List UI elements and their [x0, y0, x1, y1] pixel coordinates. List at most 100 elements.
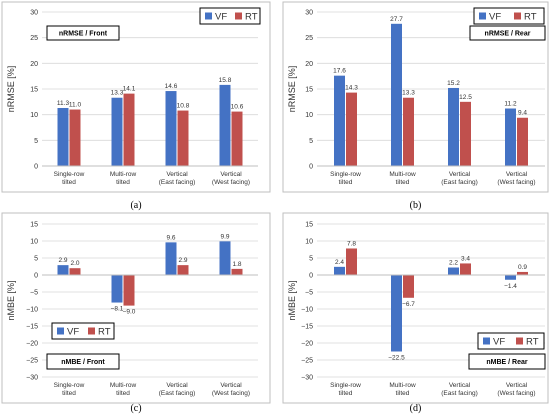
bar-rt: [231, 111, 243, 166]
panel-tag-box: [468, 353, 546, 370]
bar-rt: [403, 97, 414, 166]
category-label: Single-row: [54, 171, 85, 178]
category-label: tilted: [62, 390, 76, 397]
data-label: 15.2: [447, 80, 460, 87]
y-tick-label: 20: [30, 61, 38, 68]
data-label: 2.9: [58, 257, 67, 264]
y-tick-label: 0: [34, 273, 38, 280]
bar-rt: [231, 268, 243, 275]
y-tick-label: 15: [30, 222, 38, 229]
panel-tag: nRMSE / Rear: [485, 31, 531, 38]
legend-swatch-rt: [514, 12, 521, 20]
bar-vf: [391, 275, 402, 352]
y-tick-label: −20: [26, 341, 38, 348]
data-label: 11.0: [69, 102, 82, 109]
data-label: −22.5: [388, 355, 405, 362]
category-label: Multi-row: [110, 171, 137, 178]
panel-letter: (b): [410, 200, 422, 211]
y-tick-label: −10: [26, 307, 38, 314]
panel-letter: (d): [410, 403, 422, 414]
category-label: Multi-row: [110, 382, 137, 389]
bar-rt: [69, 109, 81, 166]
bar-rt: [177, 265, 189, 275]
category-label: tilted: [62, 179, 76, 186]
y-tick-label: −25: [26, 358, 38, 365]
y-tick-label: 15: [305, 222, 313, 229]
data-label: 27.7: [390, 16, 403, 23]
category-label: (East facing): [441, 390, 478, 397]
category-label: Multi-row: [389, 171, 416, 178]
panel-tag-box: [469, 25, 546, 41]
data-label: 10.6: [231, 104, 244, 111]
data-label: 17.6: [333, 68, 346, 75]
bar-vf: [505, 108, 516, 166]
data-label: 14.6: [165, 83, 178, 90]
y-tick-label: −15: [301, 324, 313, 331]
legend-label-vf: VF: [493, 337, 505, 348]
bar-rt: [517, 271, 528, 275]
legend: VF RT: [199, 7, 261, 25]
category-label: Single-row: [330, 382, 361, 389]
y-tick-label: −20: [301, 341, 313, 348]
y-axis-label: nRMSE [%]: [6, 66, 16, 113]
data-label: 1.8: [232, 261, 241, 268]
category-label: Single-row: [54, 382, 85, 389]
legend-box: [473, 7, 545, 25]
panel-letter: (c): [130, 403, 141, 414]
bar-rt: [346, 248, 357, 275]
bar-rt: [123, 275, 135, 306]
y-tick-label: −10: [301, 307, 313, 314]
bar-rt: [460, 263, 471, 275]
y-tick-label: −5: [305, 290, 313, 297]
data-label: −1.4: [504, 283, 517, 290]
y-tick-label: 20: [305, 61, 313, 68]
y-tick-label: 10: [305, 112, 313, 119]
category-label: tilted: [396, 179, 410, 186]
bar-vf: [165, 242, 177, 275]
bar-vf: [219, 84, 231, 166]
data-label: 3.4: [461, 255, 470, 262]
category-label: tilted: [339, 179, 353, 186]
category-label: (West facing): [497, 179, 535, 186]
category-label: Vertical: [166, 382, 188, 389]
category-label: tilted: [396, 390, 410, 397]
bar-vf: [391, 23, 402, 166]
y-tick-label: 0: [309, 164, 313, 171]
legend-box: [199, 7, 261, 25]
chart-panel-3: −30 −25 −20 −15 −10 −5 0 5 10 15 nMBE [%] 2.9 −8.1 9.…: [1, 212, 271, 414]
legend-box: [51, 322, 115, 340]
data-label: 2.0: [70, 260, 79, 267]
bar-rt: [517, 117, 528, 166]
chart-panel-2: 0 5 10 15 20 25 30 nRMSE [%] 17.6 27.7 15.2 11.2 14.…: [282, 1, 549, 211]
y-tick-label: −30: [301, 375, 313, 382]
y-axis-label: nRMSE [%]: [287, 66, 297, 113]
legend: VF RT: [473, 7, 545, 25]
panel-tag-box: [46, 353, 120, 370]
category-label: Vertical: [220, 171, 242, 178]
y-tick-label: 25: [305, 35, 313, 42]
y-tick-label: 5: [309, 138, 313, 145]
data-label: 14.3: [345, 85, 358, 92]
panel-tag: nMBE / Rear: [486, 359, 528, 366]
bar-vf: [334, 75, 345, 166]
category-label: tilted: [116, 390, 130, 397]
bar-vf: [111, 97, 123, 166]
y-tick-label: −25: [301, 358, 313, 365]
panel-tag-box: [46, 25, 120, 41]
data-label: −8.1: [111, 306, 124, 313]
y-tick-label: 15: [30, 87, 38, 94]
data-label: 12.5: [459, 94, 472, 101]
panel-frame: [282, 212, 549, 404]
legend-swatch-rt: [516, 337, 523, 345]
panel-tag: nMBE / Front: [61, 359, 105, 366]
data-label: 11.3: [57, 100, 70, 107]
legend-label-rt: RT: [98, 327, 111, 338]
bar-rt: [69, 268, 81, 275]
category-label: Vertical: [220, 382, 242, 389]
legend-label-rt: RT: [245, 12, 258, 23]
category-label: (East facing): [441, 179, 478, 186]
bar-rt: [346, 92, 357, 166]
data-label: 13.3: [402, 90, 415, 97]
chart-panel-4: −30 −25 −20 −15 −10 −5 0 5 10 15 nMBE [%] 2.4 −22.5 2…: [282, 212, 549, 414]
